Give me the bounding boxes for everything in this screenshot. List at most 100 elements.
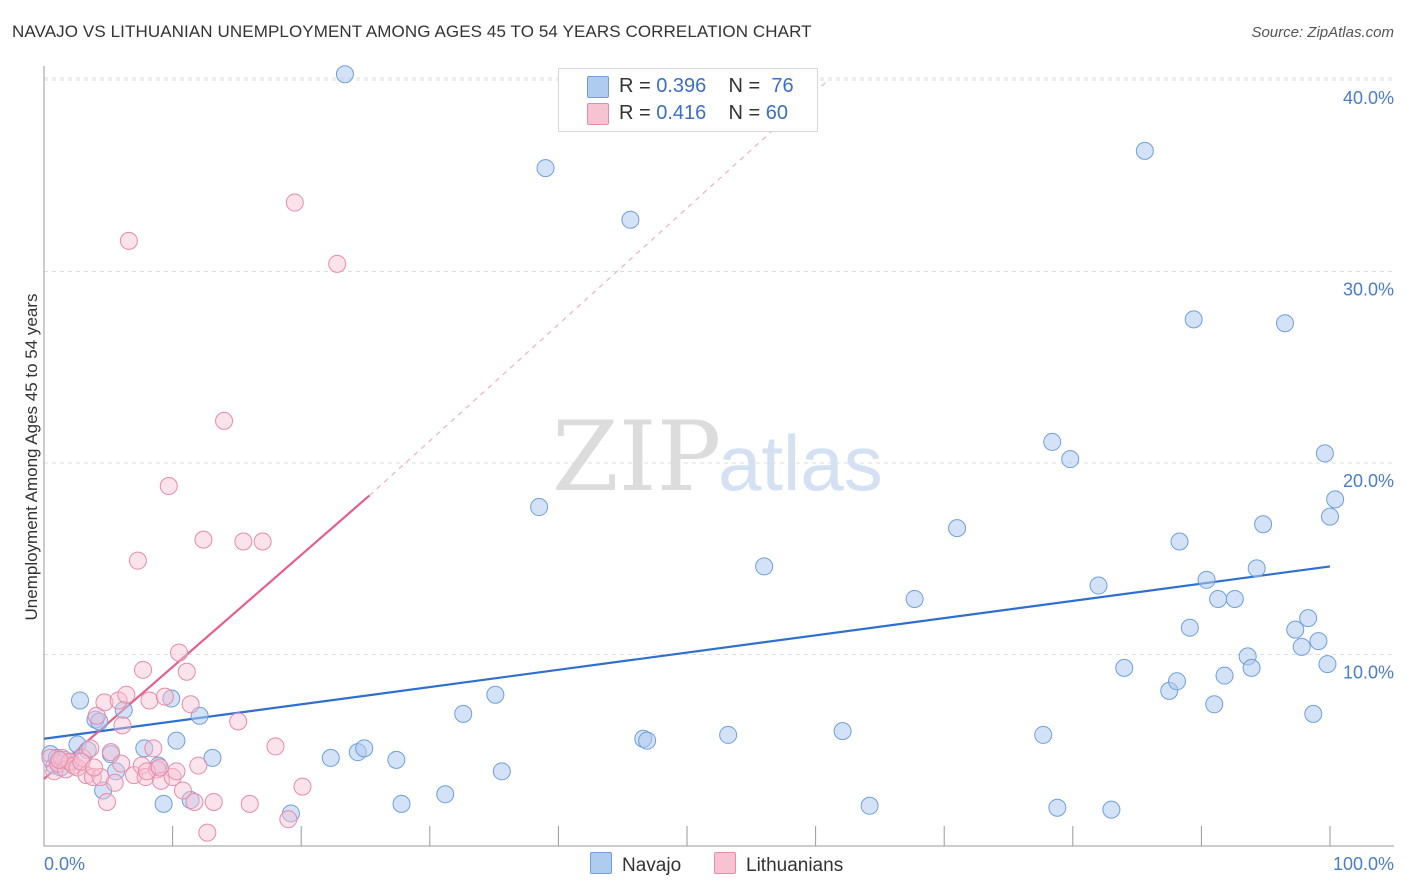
lithuanian-point [128,551,147,570]
lithuanian-point [185,792,204,811]
lithuanian-point [98,792,117,811]
legend-n-label: N = [728,75,766,97]
navajo-point [335,65,354,84]
lithuanian-point [198,823,217,842]
lithuanian-point [328,254,347,273]
lithuanian-point [204,792,223,811]
lithuanian-point [253,532,272,551]
legend-n-label: N = [728,102,766,124]
navajo-point [1209,589,1228,608]
navajo-point [1061,450,1080,469]
lithuanian-point [132,756,151,775]
navajo-point [454,704,473,723]
navajo-point [530,498,549,517]
lithuanian-point [85,758,104,777]
correlation-legend: R = 0.396 N = 76 R = 0.416 N = 60 [558,68,818,132]
navajo-point [1225,589,1244,608]
navajo-point [1299,609,1318,628]
navajo-point [1184,310,1203,329]
navajo-point [321,748,340,767]
lithuanian-point [240,794,259,813]
navajo-point [1115,658,1134,677]
navajo-point [392,794,411,813]
navajo-point [71,691,90,710]
lithuanian-point [95,693,114,712]
navajo-point [1315,444,1334,463]
lithuanian-point [177,662,196,681]
lithuanian-point [234,532,253,551]
lithuanian-point [112,754,131,773]
legend-swatch-lithuanians [587,103,609,125]
navajo-point [860,796,879,815]
navajo-point [1048,798,1067,817]
y-tick-label: 30.0% [1343,280,1394,300]
legend-r-value-navajo: 0.396 [656,75,707,97]
lithuanian-point [194,530,213,549]
tick-labels: 0.0% 100.0% 10.0% 20.0% 30.0% 40.0% [44,88,1394,874]
navajo-point [1034,725,1053,744]
navajo-point [1167,672,1186,691]
lithuanian-point [159,476,178,495]
navajo-point [114,701,133,720]
lithuanian-point [170,643,189,662]
navajo-point [1215,666,1234,685]
navajo-point [1135,141,1154,160]
lithuanian-point [293,777,312,796]
lithuanian-point [140,691,159,710]
lithuanian-point [167,762,186,781]
lithuanian-point [266,737,285,756]
navajo-point [1292,637,1311,656]
lithuanian-point [285,193,304,212]
navajo-point [1309,632,1328,651]
navajo-point [492,762,511,781]
navajo-point [387,750,406,769]
lithuanian-point [134,660,153,679]
navajo-point [162,689,181,708]
navajo-point [1170,532,1189,551]
navajo-point [948,519,967,538]
navajo-point [621,210,640,229]
y-tick-label: 10.0% [1343,663,1394,683]
navajo-point [1102,800,1121,819]
lithuanian-point [189,756,208,775]
lithuanian-point [113,716,132,735]
navajo-point [135,739,154,758]
navajo-point [1318,655,1337,674]
lithuanian-point [152,771,171,790]
bottom-legend-lithuanians: Lithuanians [714,852,843,877]
trend-line-lithuanians-extension [368,79,829,496]
bottom-legend-label-navajo: Navajo [622,855,682,876]
navajo-point [167,731,186,750]
navajo-point [203,748,222,767]
lithuanian-point [150,758,169,777]
bottom-legend-swatch-navajo [590,852,612,874]
navajo-point [1197,570,1216,589]
lithuanian-point [155,687,174,706]
navajo-point [355,739,374,758]
chart-title: NAVAJO VS LITHUANIAN UNEMPLOYMENT AMONG … [12,22,812,41]
lithuanian-point [105,773,124,792]
navajo-point [1304,704,1323,723]
navajo-point [755,557,774,576]
lithuanian-point [215,411,234,430]
navajo-point [486,685,505,704]
y-tick-label: 40.0% [1343,88,1394,108]
navajo-point [1242,658,1261,677]
source-label: Source: ZipAtlas.com [1251,24,1394,41]
legend-n-value-navajo: 76 [771,75,794,97]
navajo-point [1254,515,1273,534]
lithuanian-point [173,781,192,800]
legend-n-value-lithuanians: 60 [765,102,789,124]
lithuanian-point [81,739,100,758]
navajo-point [1247,559,1266,578]
lithuanian-point [87,706,106,725]
trend-lines [43,79,1331,780]
navajo-point [719,725,738,744]
lithuanian-point [119,231,138,250]
y-tick-label: 20.0% [1343,471,1394,491]
navajo-point [1326,490,1345,509]
navajo-point [1321,507,1339,526]
navajo-point [1286,620,1305,639]
legend-swatch-navajo [587,76,609,98]
bottom-legend-label-lithuanians: Lithuanians [746,855,844,876]
